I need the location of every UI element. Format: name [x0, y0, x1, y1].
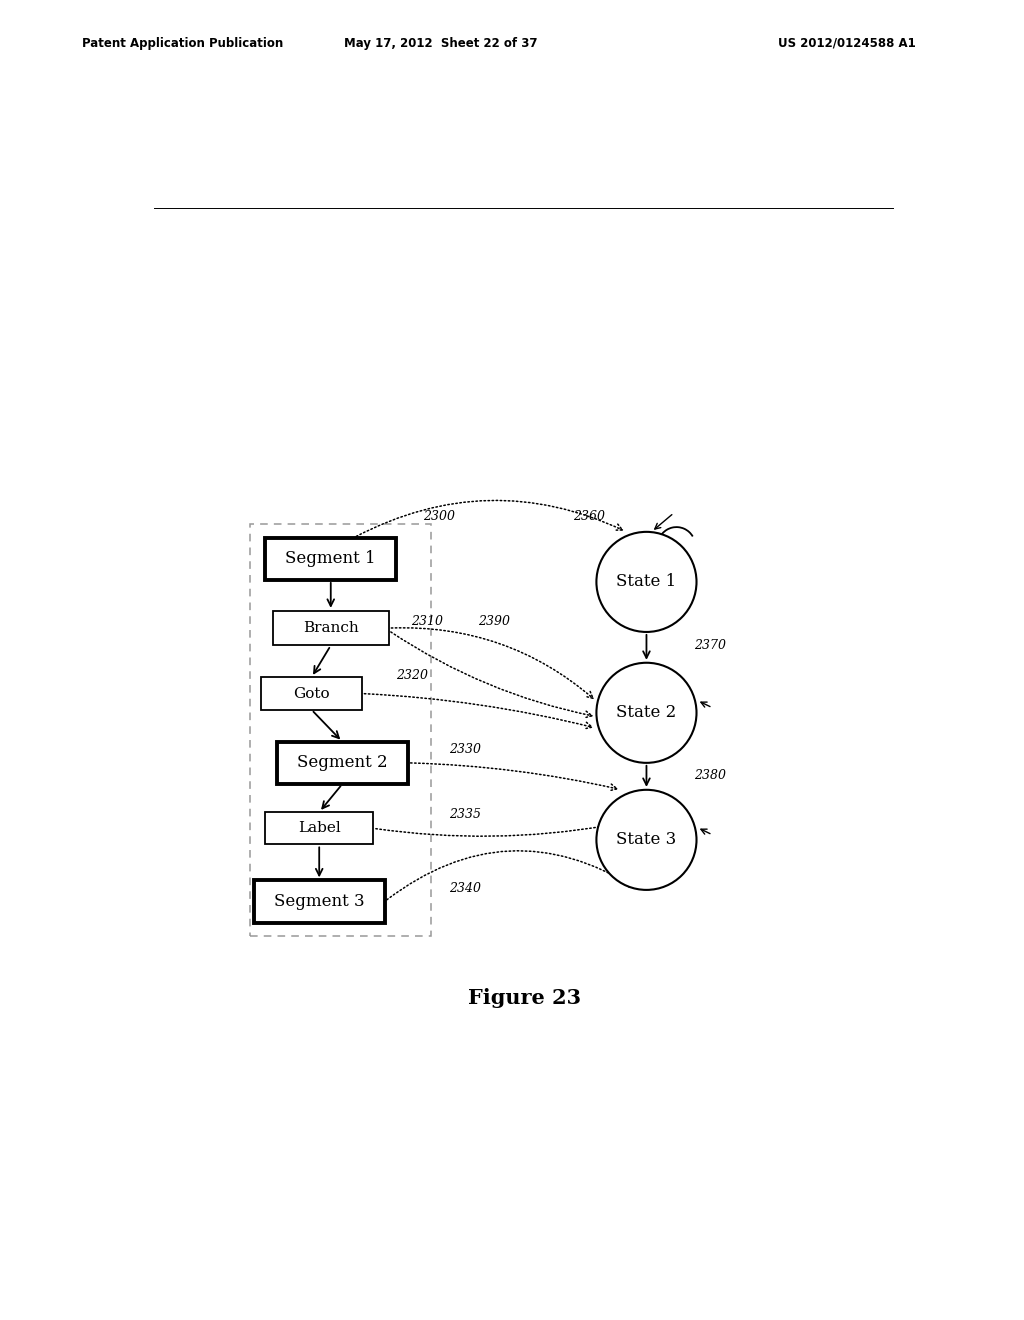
Text: 2300: 2300 — [423, 510, 455, 523]
Text: 2390: 2390 — [478, 615, 510, 628]
FancyBboxPatch shape — [265, 537, 396, 579]
Circle shape — [596, 532, 696, 632]
Text: State 3: State 3 — [616, 832, 677, 849]
Text: 2310: 2310 — [411, 615, 443, 628]
Text: May 17, 2012  Sheet 22 of 37: May 17, 2012 Sheet 22 of 37 — [344, 37, 537, 50]
Circle shape — [596, 789, 696, 890]
FancyBboxPatch shape — [261, 677, 361, 710]
FancyBboxPatch shape — [276, 742, 408, 784]
Text: 2360: 2360 — [572, 510, 605, 523]
Text: Branch: Branch — [303, 622, 358, 635]
Text: Figure 23: Figure 23 — [468, 987, 582, 1007]
FancyBboxPatch shape — [254, 880, 385, 923]
Text: Goto: Goto — [293, 686, 330, 701]
Text: US 2012/0124588 A1: US 2012/0124588 A1 — [778, 37, 916, 50]
Text: Segment 1: Segment 1 — [286, 550, 376, 568]
Text: 2335: 2335 — [450, 808, 481, 821]
Text: 2320: 2320 — [395, 669, 428, 682]
Text: Segment 3: Segment 3 — [273, 892, 365, 909]
FancyBboxPatch shape — [273, 611, 388, 645]
Text: Patent Application Publication: Patent Application Publication — [82, 37, 284, 50]
Text: Segment 2: Segment 2 — [297, 754, 388, 771]
Text: 2380: 2380 — [693, 770, 726, 783]
Text: State 1: State 1 — [616, 573, 677, 590]
Text: State 2: State 2 — [616, 705, 677, 721]
Text: 2330: 2330 — [450, 743, 481, 756]
FancyBboxPatch shape — [265, 812, 373, 845]
Text: Label: Label — [298, 821, 341, 836]
Text: 2370: 2370 — [693, 639, 726, 652]
Circle shape — [596, 663, 696, 763]
Text: 2340: 2340 — [450, 882, 481, 895]
